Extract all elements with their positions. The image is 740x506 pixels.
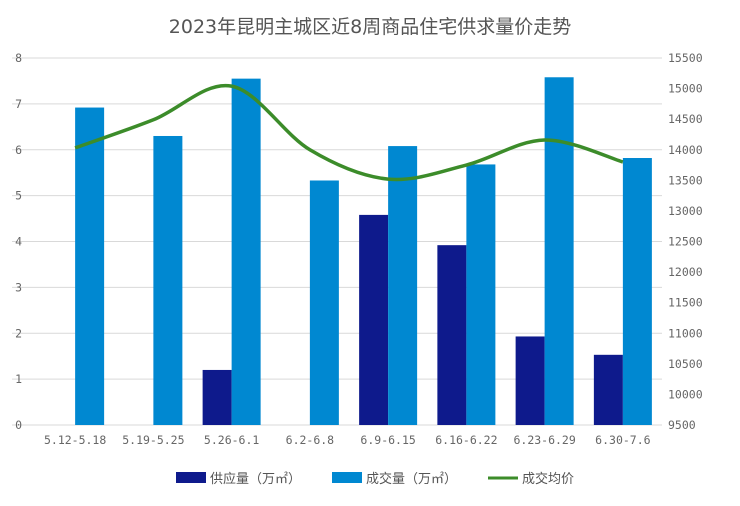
y2-tick-label: 15000 bbox=[668, 82, 703, 96]
x-tick-label: 6.9-6.15 bbox=[360, 433, 415, 447]
y-tick-label: 3 bbox=[15, 280, 22, 294]
y-tick-label: 5 bbox=[15, 189, 22, 203]
supply-bar bbox=[359, 214, 389, 425]
legend-label: 成交量（万㎡） bbox=[366, 471, 457, 487]
transaction-bar bbox=[388, 146, 418, 425]
y-tick-label: 4 bbox=[15, 235, 22, 249]
legend-swatch bbox=[332, 472, 362, 483]
y2-tick-label: 14500 bbox=[668, 112, 703, 126]
supply-bar bbox=[437, 245, 467, 425]
x-tick-label: 6.2-6.8 bbox=[286, 433, 335, 447]
y2-tick-label: 11500 bbox=[668, 296, 703, 310]
chart-title: 2023年昆明主城区近8周商品住宅供求量价走势 bbox=[168, 16, 572, 38]
transaction-bar bbox=[153, 135, 183, 426]
x-tick-label: 5.12-5.18 bbox=[44, 433, 106, 447]
supply-bar bbox=[593, 354, 623, 425]
y2-tick-label: 11000 bbox=[668, 326, 703, 340]
legend-label: 供应量（万㎡） bbox=[210, 471, 301, 487]
x-tick-label: 6.30-7.6 bbox=[595, 433, 650, 447]
transaction-bar bbox=[622, 158, 652, 425]
x-tick-label: 6.23-6.29 bbox=[513, 433, 575, 447]
y-tick-label: 0 bbox=[15, 418, 22, 432]
transaction-bar bbox=[544, 77, 574, 425]
transaction-bar bbox=[231, 78, 261, 426]
transaction-bar bbox=[466, 164, 496, 425]
supply-bar bbox=[202, 369, 232, 425]
y2-tick-label: 13500 bbox=[668, 173, 703, 187]
y-tick-label: 6 bbox=[15, 143, 22, 157]
y-tick-label: 8 bbox=[15, 51, 22, 65]
y2-tick-label: 10500 bbox=[668, 357, 703, 371]
y2-tick-label: 12000 bbox=[668, 265, 703, 279]
x-tick-label: 6.16-6.22 bbox=[435, 433, 497, 447]
x-tick-label: 5.26-6.1 bbox=[204, 433, 259, 447]
y2-tick-label: 14000 bbox=[668, 143, 703, 157]
legend-label: 成交均价 bbox=[522, 471, 574, 487]
y2-tick-label: 12500 bbox=[668, 235, 703, 249]
y2-tick-label: 9500 bbox=[668, 418, 696, 432]
y2-tick-label: 10000 bbox=[668, 387, 703, 401]
x-tick-label: 5.19-5.25 bbox=[122, 433, 184, 447]
legend-swatch bbox=[176, 472, 206, 483]
price-line bbox=[74, 83, 624, 182]
supply-bar bbox=[515, 336, 545, 425]
y2-tick-label: 15500 bbox=[668, 51, 703, 65]
y-tick-label: 7 bbox=[15, 97, 22, 111]
y-tick-label: 1 bbox=[15, 372, 22, 386]
y2-tick-label: 13000 bbox=[668, 204, 703, 218]
transaction-bar bbox=[75, 107, 105, 426]
transaction-bar bbox=[309, 180, 339, 425]
y-tick-label: 2 bbox=[15, 326, 22, 340]
